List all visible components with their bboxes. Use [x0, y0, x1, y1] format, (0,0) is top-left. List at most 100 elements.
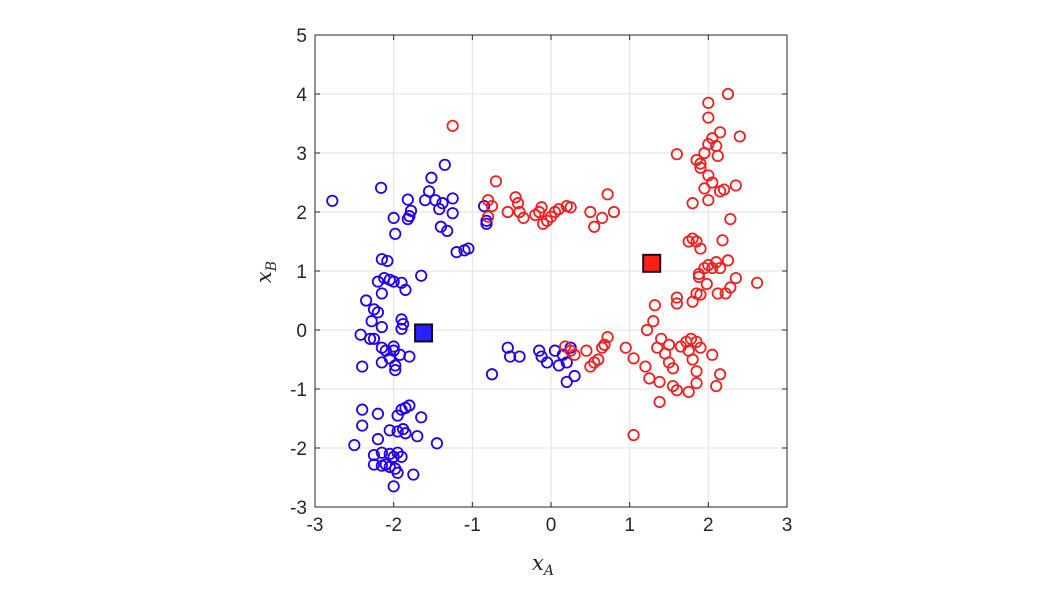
data-point-series-2: [706, 348, 719, 361]
centroid-markers: [414, 253, 662, 343]
data-point-series-1: [399, 283, 412, 296]
data-point-series-1: [381, 254, 394, 268]
data-point-series-2: [511, 197, 525, 210]
data-point-series-2: [592, 353, 605, 366]
data-point-series-1: [375, 446, 388, 459]
data-point-series-2: [711, 149, 724, 163]
data-point-series-1: [450, 246, 463, 259]
data-point-series-1: [397, 423, 410, 436]
data-point-series-2: [711, 287, 724, 300]
x-axis-label: xA: [532, 551, 554, 579]
data-point-series-2: [721, 254, 735, 267]
data-point-series-2: [619, 341, 632, 354]
data-point-series-2: [552, 202, 565, 216]
data-point-series-2: [694, 242, 707, 255]
data-point-series-2: [716, 234, 729, 247]
data-point-series-2: [714, 261, 727, 275]
y-tick-label: 3: [296, 144, 307, 165]
data-point-series-2: [596, 341, 609, 354]
data-point-series-1: [387, 340, 400, 353]
data-point-series-1: [436, 197, 449, 210]
data-point-series-2: [717, 183, 731, 196]
data-point-series-2: [627, 428, 640, 442]
data-point-series-2: [643, 372, 656, 385]
data-point-series-1: [371, 433, 385, 446]
y-tick-label: -3: [290, 498, 307, 519]
data-point-series-2: [639, 360, 652, 373]
data-point-series-1: [403, 399, 416, 412]
y-tick-label: 0: [296, 321, 307, 342]
data-point-series-1: [401, 193, 414, 206]
data-point-series-2: [729, 271, 742, 285]
data-point-series-1: [367, 458, 381, 471]
data-point-series-1: [360, 294, 373, 307]
data-point-series-2: [729, 179, 742, 192]
data-point-series-1: [480, 217, 493, 230]
data-point-series-2: [647, 315, 660, 328]
data-point-series-1: [434, 220, 447, 233]
data-point-series-1: [446, 192, 459, 205]
data-points: [326, 87, 764, 493]
y-axis-label: xB: [252, 261, 280, 283]
data-point-series-2: [670, 384, 683, 397]
data-point-series-1: [365, 315, 378, 328]
data-point-series-1: [371, 407, 385, 420]
data-point-series-2: [690, 376, 703, 390]
data-point-series-1: [395, 450, 408, 463]
data-point-series-1: [387, 480, 400, 493]
data-point-series-2: [692, 267, 705, 281]
data-point-series-2: [653, 375, 666, 389]
data-point-series-1: [391, 425, 404, 438]
data-point-series-2: [686, 197, 699, 210]
x-tick-label: 0: [546, 515, 557, 536]
data-point-series-2: [751, 276, 764, 289]
data-point-series-2: [481, 210, 495, 223]
x-tick-label: 2: [703, 515, 714, 536]
data-point-series-1: [387, 275, 400, 288]
data-point-series-2: [653, 395, 666, 409]
data-point-series-2: [601, 188, 614, 201]
data-point-series-1: [389, 359, 402, 372]
y-tick-labels: -3 -2 -1 0 1 2 3 4 5: [290, 26, 307, 519]
centroid-marker-1: [414, 323, 434, 343]
data-point-series-1: [391, 466, 404, 479]
data-point-series-2: [694, 157, 707, 170]
data-point-series-2: [721, 87, 735, 101]
data-point-series-2: [702, 111, 715, 124]
data-point-series-1: [462, 242, 475, 255]
data-point-series-1: [367, 332, 381, 345]
data-point-series-1: [375, 320, 388, 334]
data-point-series-2: [733, 130, 746, 143]
data-point-series-1: [401, 212, 414, 226]
plot-frame: [314, 34, 788, 508]
data-point-series-2: [598, 338, 611, 351]
data-point-series-2: [670, 297, 683, 310]
y-tick-label: -2: [290, 439, 307, 460]
data-point-series-1: [389, 364, 402, 377]
data-point-series-1: [383, 460, 396, 473]
data-point-series-2: [670, 291, 683, 304]
data-point-series-2: [702, 169, 715, 182]
data-point-series-2: [588, 220, 601, 233]
data-point-series-2: [481, 194, 495, 207]
data-point-series-2: [601, 330, 614, 344]
data-point-series-1: [446, 207, 459, 220]
data-point-series-2: [694, 341, 707, 354]
y-tick-label: 4: [296, 85, 307, 106]
data-point-series-2: [627, 352, 640, 365]
data-point-series-1: [433, 202, 446, 216]
data-point-series-2: [662, 338, 676, 351]
data-point-series-1: [395, 322, 408, 335]
data-point-series-2: [702, 96, 715, 109]
y-tick-label: 5: [296, 26, 307, 47]
data-point-series-2: [682, 385, 695, 399]
data-point-series-1: [383, 424, 396, 437]
data-point-series-1: [422, 185, 436, 198]
data-point-series-2: [501, 205, 514, 219]
x-tick-label: -3: [307, 515, 324, 536]
x-tick-label: -2: [385, 515, 402, 536]
data-point-series-1: [568, 369, 581, 383]
data-point-series-1: [503, 350, 517, 363]
data-point-series-1: [356, 403, 369, 416]
data-point-series-1: [375, 287, 388, 300]
